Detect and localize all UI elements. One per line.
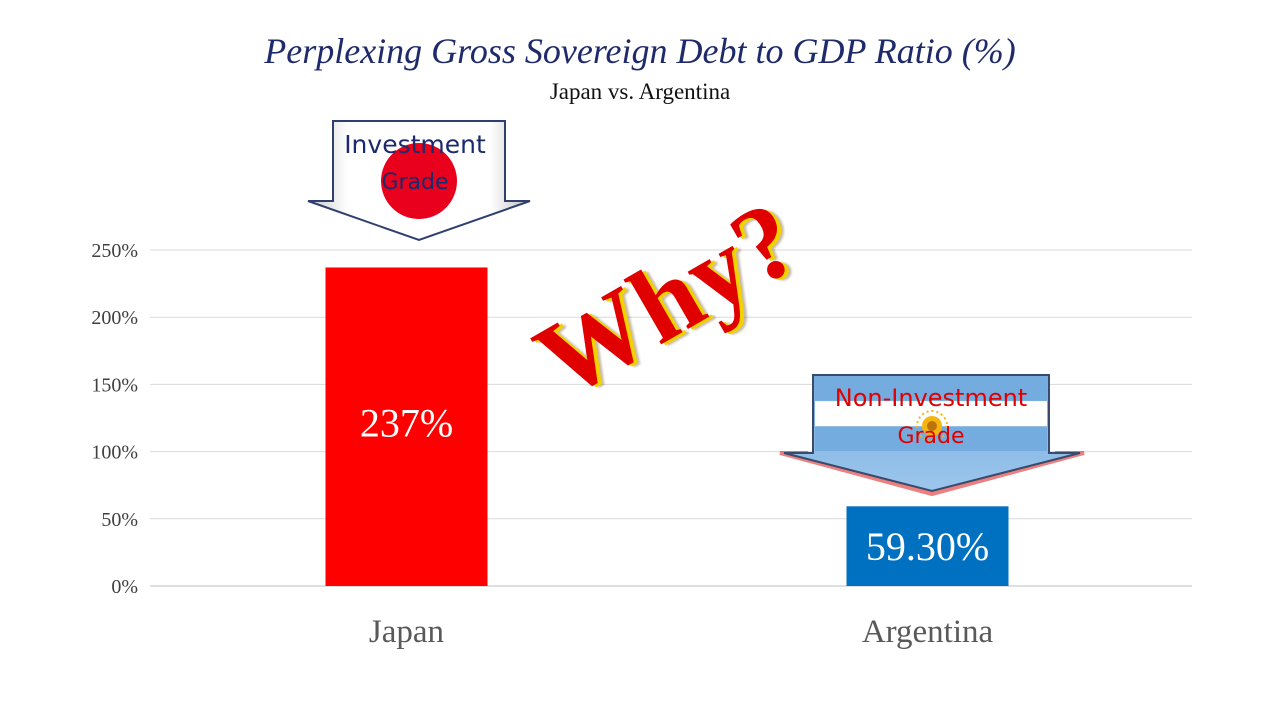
- japan-callout-arrow: [307, 120, 531, 242]
- y-tick-label: 50%: [101, 509, 138, 531]
- japan-callout-line-1: Investment: [344, 130, 486, 159]
- bar-argentina: [846, 506, 1009, 586]
- chart-subtitle: Japan vs. Argentina: [549, 79, 731, 104]
- y-tick-label: 200%: [91, 307, 138, 329]
- argentina-callout-arrow: [779, 374, 1085, 497]
- y-tick-label: 150%: [91, 374, 138, 396]
- argentina-callout-line-2: Grade: [897, 424, 965, 449]
- y-tick-label: 250%: [91, 240, 138, 262]
- data-label: 237%: [360, 401, 453, 446]
- japan-callout-line-2: Grade: [381, 170, 449, 195]
- x-category-label: Japan: [369, 614, 444, 650]
- argentina-callout-line-1: Non-Investment: [834, 384, 1028, 412]
- bar-japan: [325, 267, 488, 586]
- data-label: 59.30%: [866, 524, 989, 569]
- red-sun-disc-icon: [381, 143, 457, 219]
- chart-title: Perplexing Gross Sovereign Debt to GDP R…: [264, 31, 1016, 71]
- x-category-label: Argentina: [862, 614, 994, 650]
- bars: 237% 59.30%: [325, 267, 1009, 586]
- sun-of-may-icon: [916, 410, 948, 442]
- y-axis-ticks: 0% 50% 100% 150% 200% 250%: [91, 240, 138, 598]
- y-tick-label: 100%: [91, 442, 138, 464]
- x-axis-categories: Japan Argentina: [369, 614, 994, 650]
- y-tick-label: 0%: [111, 576, 138, 598]
